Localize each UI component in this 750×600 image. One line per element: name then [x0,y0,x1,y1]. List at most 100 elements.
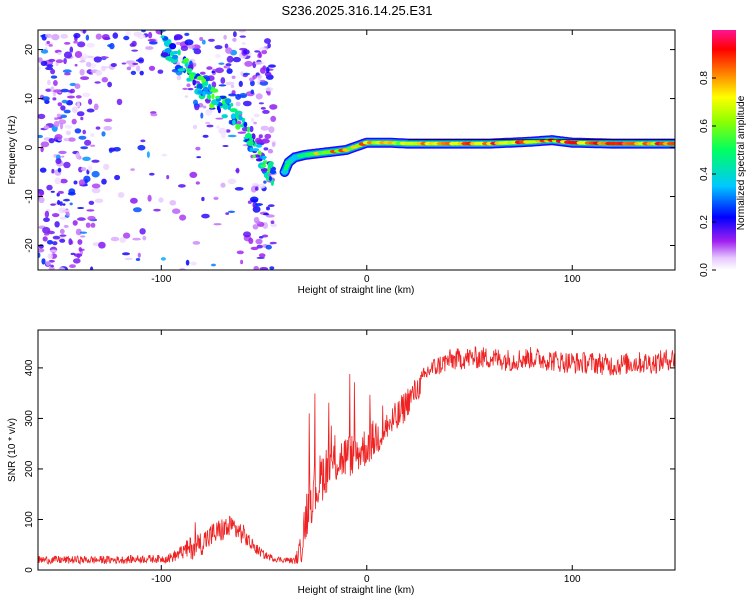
heatmap-y-tick-label: -20 [24,238,35,253]
heatmap-x-tick-label: 100 [564,274,581,285]
heatmap-noise-cell [72,220,78,226]
heatmap-noise-cell [50,75,58,79]
heatmap-noise-cell [211,81,217,88]
heatmap-diagonal-cell [172,50,180,55]
heatmap-noise-cell [135,258,141,261]
heatmap-noise-cell [178,184,186,188]
heatmap-noise-cell [190,261,197,266]
heatmap-noise-cell [76,253,81,259]
heatmap-noise-cell [38,252,41,258]
heatmap-noise-cell [46,184,53,191]
heatmap-noise-cell [46,64,54,68]
heatmap-diagonal-cell [268,176,272,181]
heatmap-noise-cell [73,40,78,44]
heatmap-noise-cell [128,60,136,68]
heatmap-noise-cell [196,156,202,159]
heatmap-noise-cell [57,51,62,56]
heatmap-noise-cell [249,125,254,133]
heatmap-noise-cell [173,34,183,41]
heatmap-noise-cell [258,51,262,58]
heatmap-noise-cell [63,109,71,114]
heatmap-noise-cell [232,37,237,42]
heatmap-noise-cell [107,81,112,88]
heatmap-noise-cell [91,159,100,163]
heatmap-noise-cell [260,79,266,83]
heatmap-noise-cell [269,266,275,270]
heatmap-noise-cell [141,30,146,33]
heatmap-diagonal-cell [262,155,266,160]
heatmap-y-axis-label: Frequency (Hz) [7,116,18,185]
heatmap-noise-cell [161,153,167,157]
heatmap-noise-cell [265,66,270,74]
heatmap-noise-cell [148,41,158,45]
heatmap-noise-cell [53,120,60,128]
heatmap-noise-cell [238,30,246,33]
heatmap-noise-cell [201,213,210,219]
heatmap-noise-cell [76,101,81,108]
heatmap-diagonal-cell [207,83,212,91]
heatmap-diagonal-cell [247,126,250,133]
heatmap-noise-cell [54,134,63,140]
heatmap-x-tick-label: -100 [151,274,171,285]
heatmap-noise-cell [68,238,73,246]
heatmap-noise-cell [137,144,146,151]
heatmap-diagonal-cell [192,79,196,86]
heatmap-noise-cell [131,40,137,47]
heatmap-diagonal-cell [246,140,254,147]
heatmap-noise-cell [82,156,91,161]
heatmap-noise-cell [135,65,141,72]
heatmap-noise-cell [100,56,109,59]
heatmap-noise-cell [63,51,73,59]
heatmap-noise-cell [250,154,254,159]
heatmap-noise-cell [139,228,146,235]
heatmap-noise-cell [139,70,144,76]
heatmap-noise-cell [205,110,212,116]
heatmap-noise-cell [123,35,130,41]
heatmap-noise-cell [124,257,133,261]
heatmap-noise-cell [239,92,248,99]
heatmap-diagonal-cell [260,164,267,168]
heatmap-noise-cell [62,199,70,202]
heatmap-noise-cell [50,190,55,193]
heatmap-noise-cell [82,53,88,60]
heatmap-carrier-cell [280,170,289,174]
heatmap-noise-cell [265,244,272,250]
heatmap-noise-cell [228,120,233,125]
heatmap-noise-cell [78,179,85,186]
colorbar-ticks: 0.0 0.2 0.4 0.6 0.8 [699,71,716,277]
heatmap-noise-cell [150,113,158,117]
heatmap-noise-cell [261,138,270,144]
heatmap-diagonal-cell [183,57,190,63]
heatmap-noise-cell [253,266,259,270]
heatmap-noise-cell [215,53,221,59]
heatmap-noise-cell [187,44,195,49]
heatmap-noise-cell [70,88,75,94]
heatmap-noise-cell [121,62,127,65]
heatmap-noise-cell [94,198,104,204]
heatmap-noise-cell [258,236,264,239]
heatmap-carrier-cell [671,141,675,146]
heatmap-y-tick-label: 10 [24,93,35,105]
heatmap-noise-cell [107,44,113,48]
heatmap-noise-cell [223,34,227,40]
heatmap-noise-cell [64,124,73,129]
heatmap-noise-cell [200,112,204,119]
heatmap-noise-cell [267,148,274,154]
heatmap-diagonal-cell [160,35,164,39]
snr-x-tick-label: -100 [151,574,171,585]
heatmap-diagonal-cell [235,123,241,130]
heatmap-diagonal-cell [252,148,260,152]
heatmap-noise-cell [90,222,96,228]
heatmap-noise-cell [114,174,121,181]
heatmap-noise-cell [43,125,50,130]
heatmap-noise-cell [64,72,71,76]
colorbar-tick-label: 0.2 [699,215,710,229]
heatmap-diagonal-cell [269,169,277,175]
heatmap-diagonal-cell [186,68,193,72]
heatmap-noise-cell [215,117,224,120]
heatmap-noise-cell [226,68,233,74]
heatmap-noise-cell [63,161,71,169]
heatmap-noise-cell [112,32,119,39]
heatmap-noise-cell [227,178,237,185]
heatmap-diagonal-cell [263,172,269,179]
